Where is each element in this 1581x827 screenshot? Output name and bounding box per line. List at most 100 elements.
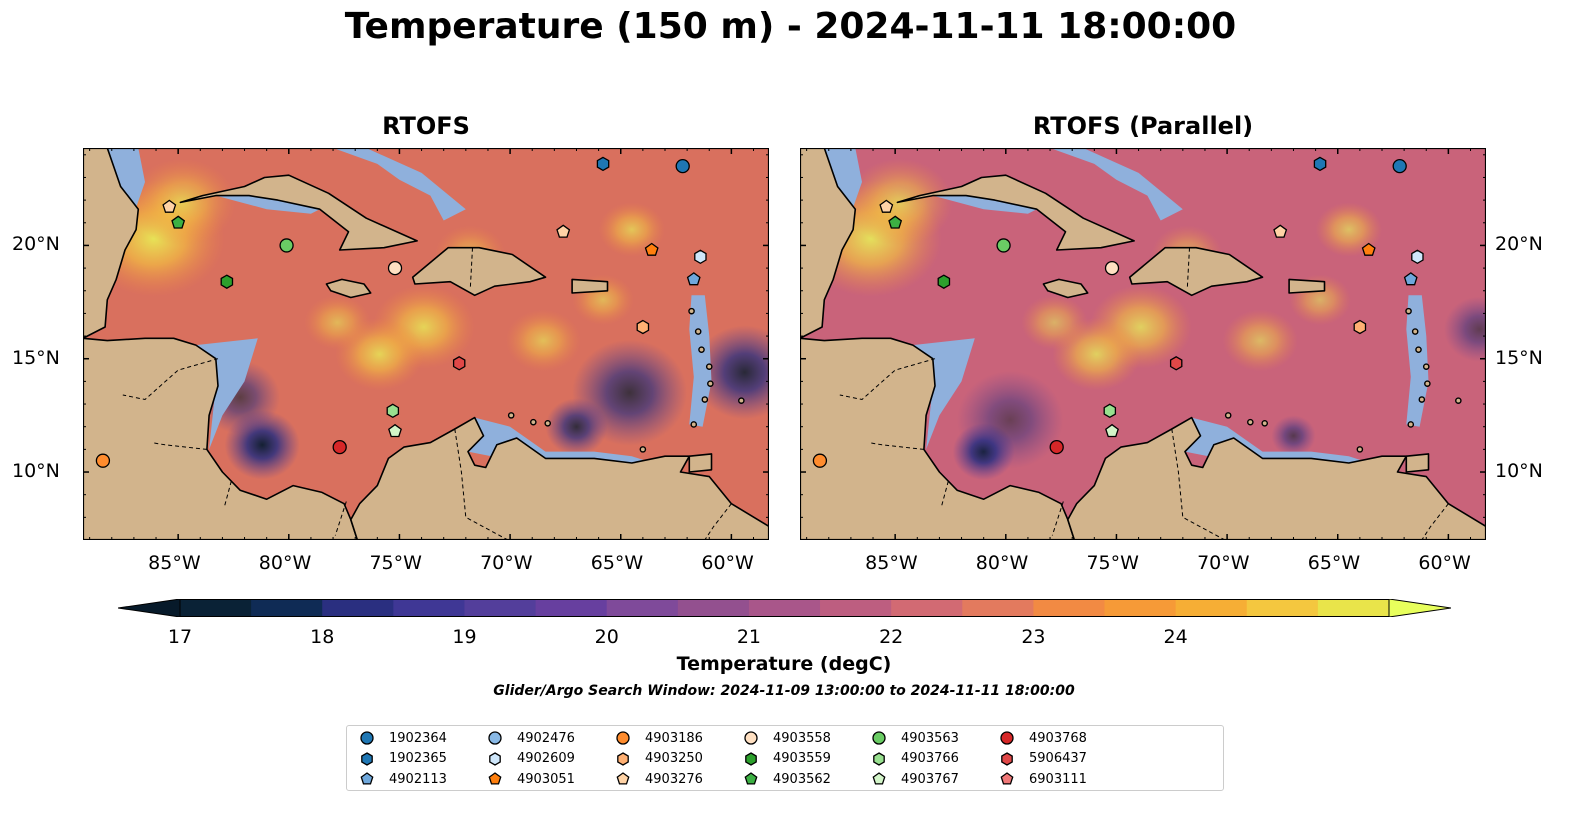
country-border: [151, 442, 207, 450]
float-marker-4903276[interactable]: [556, 224, 571, 238]
legend-marker-4903186[interactable]: [616, 731, 630, 745]
float-marker-4903767[interactable]: [388, 423, 402, 438]
float-marker-4903563[interactable]: [996, 238, 1011, 253]
land-yucatan: [83, 148, 140, 340]
lon-tick-label: 65°W: [1307, 552, 1361, 574]
warm-water-patch: [1021, 295, 1088, 350]
float-marker-4903051[interactable]: [1361, 242, 1376, 256]
legend-label: 4903767: [901, 771, 959, 787]
float-marker-4903559[interactable]: [220, 274, 234, 289]
float-marker-4903766[interactable]: [386, 403, 400, 419]
island-aruba: [507, 412, 515, 419]
float-marker-4903276[interactable]: [879, 199, 894, 213]
colorbar-segment: [677, 599, 750, 617]
float-marker-4902609[interactable]: [1411, 249, 1424, 265]
island-margarita: [1356, 446, 1364, 453]
float-marker-1902365[interactable]: [1313, 156, 1327, 172]
legend-marker-icon: [745, 751, 757, 766]
colorbar-segment: [820, 599, 892, 617]
lat-tick-label-right: 15°N: [1495, 346, 1543, 369]
cold-water-eddy: [545, 398, 608, 456]
shelf-bahamas: [299, 148, 466, 221]
island-st-lucia: [707, 380, 714, 387]
country-border: [868, 442, 924, 450]
float-marker-4903276[interactable]: [1273, 224, 1288, 238]
float-marker-4902113[interactable]: [686, 272, 701, 286]
float-marker-4903562[interactable]: [171, 215, 186, 229]
legend-marker-4903562[interactable]: [744, 772, 758, 785]
float-marker-4903186[interactable]: [812, 453, 828, 468]
float-marker-4903766[interactable]: [1103, 403, 1117, 419]
legend-label: 4903276: [645, 771, 703, 787]
float-marker-4903051[interactable]: [644, 242, 659, 256]
map-panel-rtofs[interactable]: [83, 148, 769, 540]
legend-marker-6903111[interactable]: [1000, 772, 1014, 785]
legend-entry-1902365: 1902365: [359, 750, 447, 768]
float-marker-4903562[interactable]: [888, 215, 903, 229]
island-aruba: [1224, 412, 1232, 419]
legend-marker-icon: [360, 731, 374, 745]
legend-marker-4903768[interactable]: [1000, 731, 1014, 745]
float-marker-4903768[interactable]: [332, 439, 347, 455]
legend-marker-4903276[interactable]: [616, 772, 630, 785]
legend-marker-5906437[interactable]: [1001, 751, 1013, 766]
legend-marker-icon: [488, 772, 502, 785]
float-marker-1902364[interactable]: [675, 158, 690, 174]
legend-entry-4903186: 4903186: [615, 729, 703, 747]
float-marker-5906437[interactable]: [1169, 356, 1183, 371]
land-trinidad: [1405, 453, 1430, 473]
legend-marker-4903051[interactable]: [488, 772, 502, 785]
legend-marker-4903767[interactable]: [872, 772, 886, 785]
legend-marker-4902609[interactable]: [489, 751, 501, 766]
float-marker-4903250[interactable]: [636, 319, 650, 335]
float-marker-4903276[interactable]: [162, 199, 177, 213]
shelf-mosquitia: [195, 338, 258, 450]
map-svg: [800, 148, 1486, 540]
legend-marker-4903558[interactable]: [744, 731, 758, 745]
float-marker-1902364[interactable]: [1392, 158, 1407, 174]
legend-marker-1902364[interactable]: [360, 731, 374, 745]
float-marker-4902113[interactable]: [1403, 272, 1418, 286]
legend-marker-icon: [872, 772, 886, 785]
float-marker-4903558[interactable]: [387, 260, 403, 276]
legend-entry-4902609: 4902609: [487, 750, 575, 768]
float-marker-4903186[interactable]: [95, 453, 111, 468]
float-marker-4903767[interactable]: [1105, 423, 1119, 438]
legend-label: 1902365: [389, 751, 447, 766]
legend-marker-4902476[interactable]: [488, 731, 502, 745]
legend-entry-4903563: 4903563: [871, 729, 959, 747]
lon-tick-label: 75°W: [1086, 552, 1139, 574]
map-panel-rtofs-parallel[interactable]: [800, 148, 1486, 540]
search-window-text: Glider/Argo Search Window: 2024-11-09 13…: [493, 683, 1075, 699]
legend-marker-4903766[interactable]: [873, 751, 885, 766]
legend-marker-icon: [488, 731, 502, 745]
shelf-lesser-antilles: [1406, 295, 1429, 427]
float-marker-4903563[interactable]: [279, 238, 294, 253]
lat-tick-label-left: 15°N: [12, 346, 60, 369]
legend-marker-1902365[interactable]: [361, 751, 373, 766]
float-marker-4903558[interactable]: [1104, 260, 1120, 276]
float-marker-1902365[interactable]: [596, 156, 610, 172]
cold-water-eddy: [693, 325, 769, 420]
legend-marker-4903559[interactable]: [745, 751, 757, 766]
map-frame: [800, 148, 1486, 540]
island-guadeloupe: [694, 328, 702, 335]
legend-marker-4903250[interactable]: [617, 751, 629, 766]
lon-tick-label: 60°W: [701, 552, 754, 574]
float-marker-5906437[interactable]: [452, 356, 466, 371]
float-marker-4903559[interactable]: [937, 274, 951, 289]
island-bonaire: [544, 420, 552, 427]
float-marker-4903250[interactable]: [1353, 319, 1367, 335]
legend-marker-4903563[interactable]: [872, 731, 886, 745]
lon-tick-label: 85°W: [865, 552, 918, 574]
lat-tick-label-right: 20°N: [1495, 233, 1543, 256]
colorbar-segment: [322, 599, 394, 617]
lon-tick-label: 80°W: [258, 552, 312, 574]
float-marker-4903768[interactable]: [1049, 439, 1064, 455]
shelf-yucatan: [107, 148, 145, 214]
legend-label: 4903562: [773, 771, 831, 787]
colorbar-tick-label: 20: [594, 626, 619, 648]
legend-entry-4903276: 4903276: [615, 770, 703, 788]
float-marker-4902609[interactable]: [694, 249, 707, 265]
legend-marker-4902113[interactable]: [360, 772, 374, 785]
